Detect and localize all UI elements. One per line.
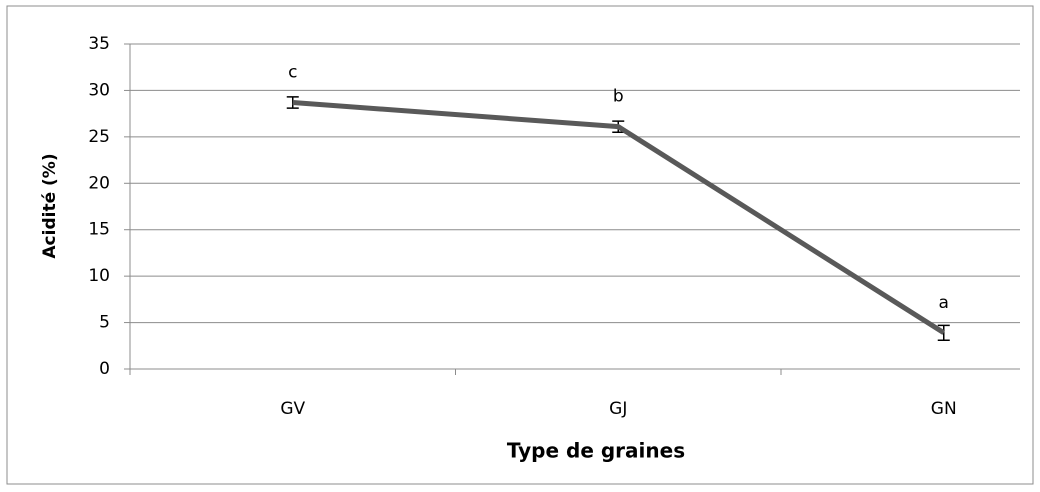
chart-border: [6, 5, 1034, 485]
x-tick-label: GV: [280, 399, 305, 419]
y-tick-label: 30: [88, 80, 110, 100]
x-tick-label: GJ: [609, 399, 627, 419]
x-tick-label: GN: [931, 399, 957, 419]
annotation: a: [939, 293, 949, 313]
y-tick-label: 20: [88, 173, 110, 193]
y-tick-label: 10: [88, 266, 110, 286]
annotation: b: [613, 87, 624, 107]
y-tick-label: 5: [99, 313, 110, 333]
y-axis-label: Acidité (%): [40, 153, 60, 258]
y-tick-label: 25: [88, 127, 110, 147]
error-bar: [286, 96, 299, 109]
x-axis-label: Type de graines: [507, 439, 685, 463]
line: [292, 100, 946, 335]
annotation: c: [288, 63, 297, 83]
y-tick-label: 0: [99, 359, 110, 379]
y-tick-label: 35: [88, 34, 110, 54]
y-tick-label: 15: [88, 220, 110, 240]
